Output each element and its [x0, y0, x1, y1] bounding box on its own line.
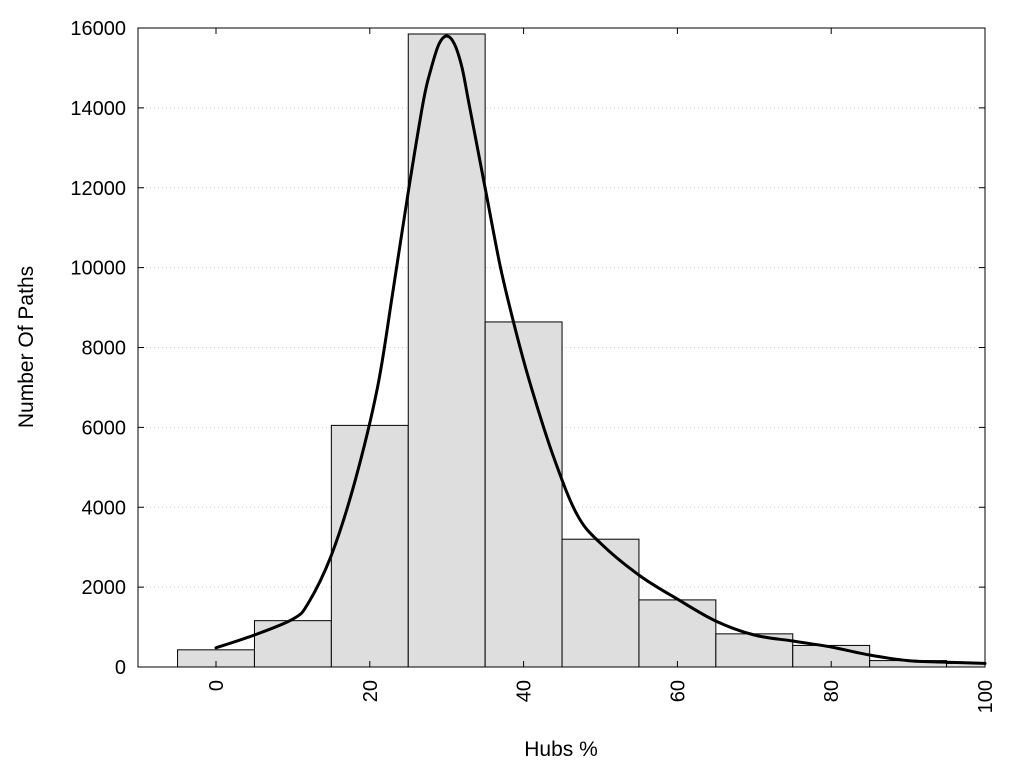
x-tick-label: 100 — [975, 680, 997, 713]
histogram-bar — [484, 321, 563, 668]
x-tick-label: 0 — [206, 680, 228, 691]
histogram-bar — [638, 599, 717, 668]
histogram-bars — [177, 33, 986, 668]
y-axis-label: Number Of Paths — [15, 266, 38, 428]
y-tick-label: 12000 — [70, 178, 126, 200]
x-tick-label: 60 — [667, 680, 689, 702]
y-tick-label: 4000 — [82, 497, 127, 519]
density-curve-layer — [214, 34, 987, 665]
y-tick-label: 14000 — [70, 98, 126, 120]
x-tick-label: 20 — [360, 680, 382, 702]
y-axis-ticks: 0 2000 4000 6000 8000 10000 12000 14000 16000 — [70, 18, 985, 679]
y-tick-label: 10000 — [70, 258, 126, 280]
x-tick-label: 80 — [821, 680, 843, 702]
y-tick-label: 8000 — [82, 338, 127, 360]
y-tick-label: 0 — [115, 657, 126, 679]
x-tick-label: 40 — [514, 680, 536, 702]
histogram-bar — [407, 33, 486, 668]
density-curve — [214, 34, 987, 665]
x-axis-ticks: 0 20 40 60 80 100 — [206, 28, 997, 713]
x-axis-label: Hubs % — [524, 738, 598, 761]
histogram-bar — [330, 424, 409, 668]
y-tick-label: 16000 — [70, 18, 126, 40]
y-tick-label: 6000 — [82, 417, 127, 439]
histogram-bar — [253, 620, 332, 668]
y-tick-label: 2000 — [82, 577, 127, 599]
histogram-bar — [561, 538, 640, 668]
